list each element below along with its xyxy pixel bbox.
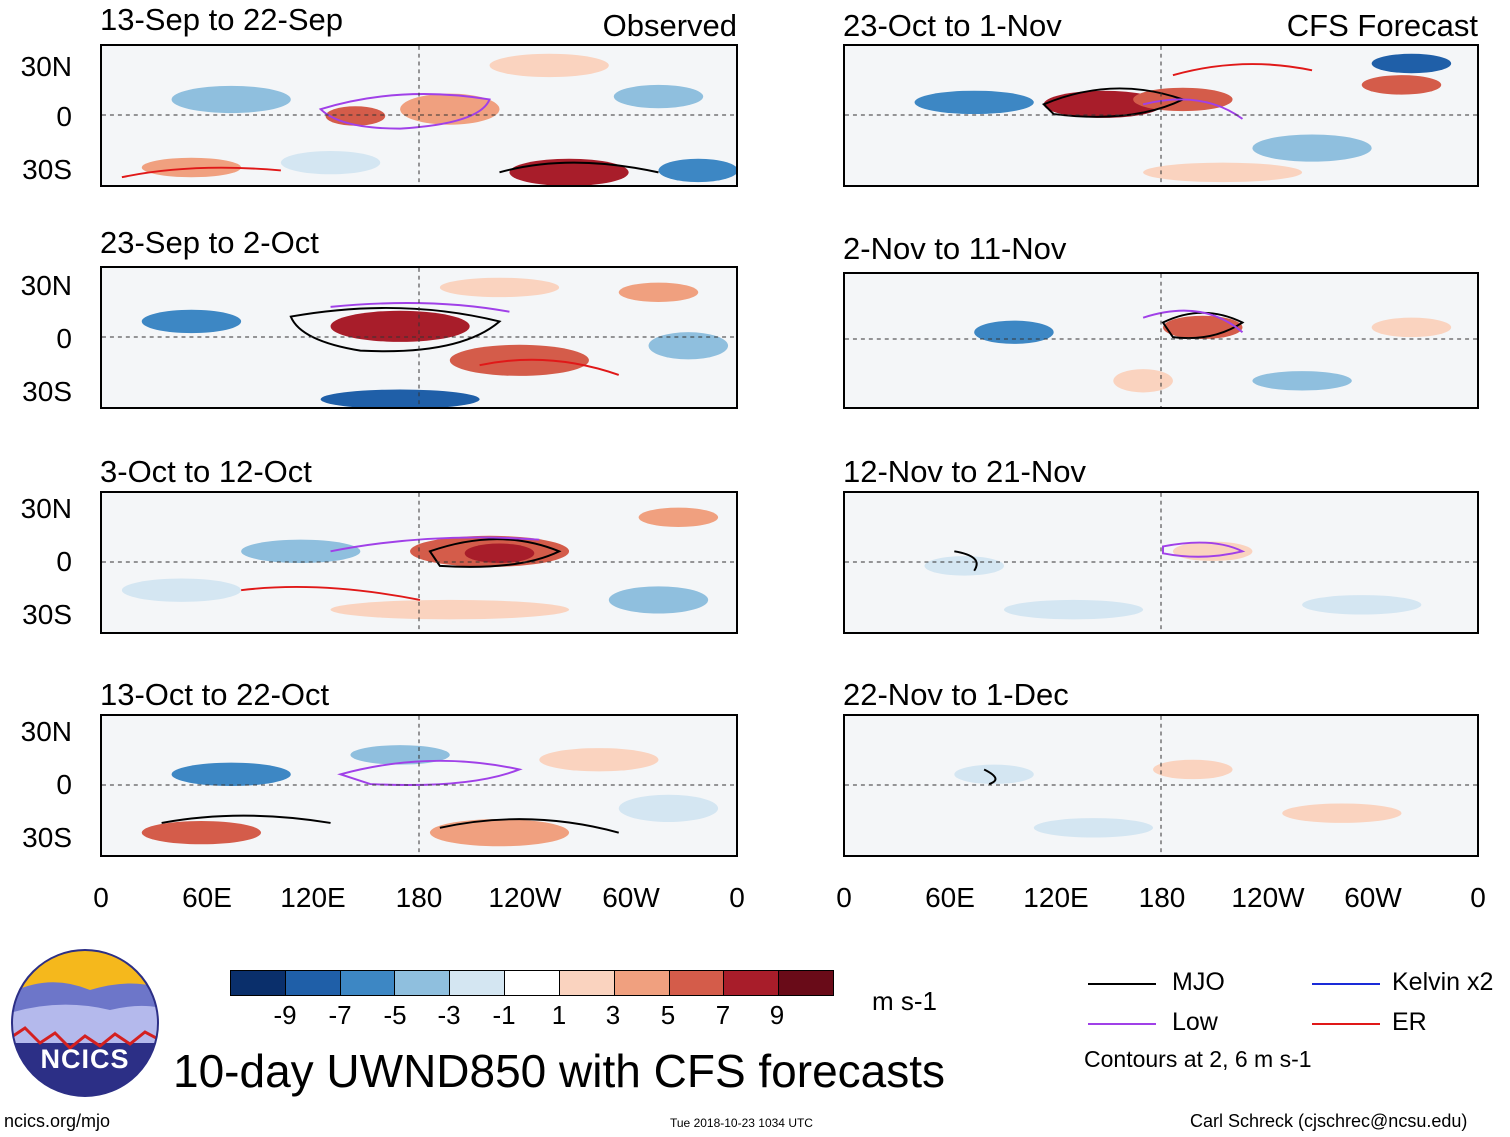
map-field (102, 46, 736, 185)
colorbar-label: 3 (605, 1000, 621, 1030)
ylabel-30n: 30N (20, 716, 72, 747)
ylabel-eq: 0 (56, 101, 72, 132)
panel-title-forecast-4: 22-Nov to 1-Dec (843, 677, 1069, 712)
panel-title-observed-1: 13-Sep to 22-Sep (100, 2, 344, 37)
colorbar-label: -5 (383, 1000, 407, 1030)
colorbar-swatch (505, 971, 560, 995)
colorbar-label: -9 (273, 1000, 297, 1030)
map-forecast-3 (843, 491, 1479, 634)
map-field (102, 716, 736, 855)
panel-title-forecast-3: 12-Nov to 21-Nov (843, 454, 1086, 489)
legend-note: Contours at 2, 6 m s-1 (1084, 1046, 1312, 1072)
colorbar-label: 1 (551, 1000, 567, 1030)
colorbar-label: 5 (660, 1000, 676, 1030)
colorbar-swatch (340, 971, 396, 995)
ncics-logo: NCICS (10, 948, 160, 1098)
colorbar-swatch (724, 971, 780, 995)
panel-title-observed-2: 23-Sep to 2-Oct (100, 225, 319, 260)
xlabel-120w: 120W (488, 882, 562, 913)
legend-mjo-line (1088, 983, 1156, 985)
xlabel-0-end: 0 (1470, 882, 1486, 913)
panel-title-forecast-1: 23-Oct to 1-Nov (843, 8, 1062, 43)
forecast-tag: CFS Forecast (1286, 8, 1478, 43)
colorbar-swatch (285, 971, 341, 995)
xlabel-120e: 120E (1023, 882, 1089, 913)
logo-text: NCICS (40, 1044, 130, 1074)
colorbar-swatch (395, 971, 451, 995)
panel-title-observed-3: 3-Oct to 12-Oct (100, 454, 312, 489)
map-field (845, 46, 1477, 185)
observed-tag: Observed (602, 8, 737, 43)
map-field (845, 493, 1477, 632)
xlabel-180: 180 (1138, 882, 1186, 913)
map-field (102, 268, 736, 407)
map-observed-4 (100, 714, 738, 857)
colorbar (230, 970, 834, 996)
legend-er-label: ER (1392, 1008, 1427, 1036)
legend-kelvin-label: Kelvin x2 (1392, 968, 1494, 996)
panel-title-observed-4: 13-Oct to 22-Oct (100, 677, 330, 712)
footer-url[interactable]: ncics.org/mjo (4, 1111, 111, 1131)
map-observed-3 (100, 491, 738, 634)
ncics-logo-icon (11, 949, 159, 1097)
xlabel-120w: 120W (1231, 882, 1305, 913)
footer-timestamp: Tue 2018-10-23 1034 UTC (670, 1116, 813, 1130)
map-observed-1 (100, 44, 738, 187)
main-title: 10-day UWND850 with CFS forecasts (173, 1045, 946, 1097)
ylabel-eq: 0 (56, 769, 72, 800)
xlabel-60w: 60W (1344, 882, 1402, 913)
xlabel-60e: 60E (925, 882, 975, 913)
xlabel-120e: 120E (280, 882, 346, 913)
colorbar-swatch (231, 971, 286, 995)
colorbar-label: -3 (437, 1000, 461, 1030)
ylabel-30n: 30N (20, 270, 72, 301)
legend-low-label: Low (1172, 1008, 1218, 1036)
ylabel-30s: 30S (22, 599, 72, 630)
colorbar-units: m s-1 (872, 986, 937, 1016)
legend-kelvin-line (1312, 983, 1380, 985)
xlabel-0: 0 (93, 882, 109, 913)
map-forecast-4 (843, 714, 1479, 857)
map-field (845, 274, 1477, 407)
ylabel-eq: 0 (56, 323, 72, 354)
colorbar-swatch (614, 971, 670, 995)
colorbar-swatch (450, 971, 506, 995)
ylabel-30n: 30N (20, 493, 72, 524)
colorbar-swatch (669, 971, 725, 995)
xlabel-60e: 60E (182, 882, 232, 913)
legend-mjo-label: MJO (1172, 968, 1225, 996)
colorbar-label: -7 (328, 1000, 352, 1030)
map-observed-2 (100, 266, 738, 409)
colorbar-label: 7 (715, 1000, 731, 1030)
footer-credit: Carl Schreck (cjschrec@ncsu.edu) (1190, 1111, 1468, 1131)
ylabel-30s: 30S (22, 154, 72, 185)
map-forecast-2 (843, 272, 1479, 409)
colorbar-label: -1 (492, 1000, 516, 1030)
xlabel-0-end: 0 (729, 882, 745, 913)
map-forecast-1 (843, 44, 1479, 187)
colorbar-label: 9 (769, 1000, 785, 1030)
legend-er-line (1312, 1023, 1380, 1025)
ylabel-30n: 30N (20, 51, 72, 82)
colorbar-swatch (559, 971, 615, 995)
xlabel-0: 0 (836, 882, 852, 913)
ylabel-30s: 30S (22, 376, 72, 407)
map-field (845, 716, 1477, 855)
map-field (102, 493, 736, 632)
legend-low-line (1088, 1023, 1156, 1025)
panel-title-forecast-2: 2-Nov to 11-Nov (843, 231, 1067, 266)
xlabel-60w: 60W (602, 882, 660, 913)
ylabel-eq: 0 (56, 546, 72, 577)
xlabel-180: 180 (395, 882, 443, 913)
colorbar-swatch (779, 971, 833, 995)
ylabel-30s: 30S (22, 822, 72, 853)
